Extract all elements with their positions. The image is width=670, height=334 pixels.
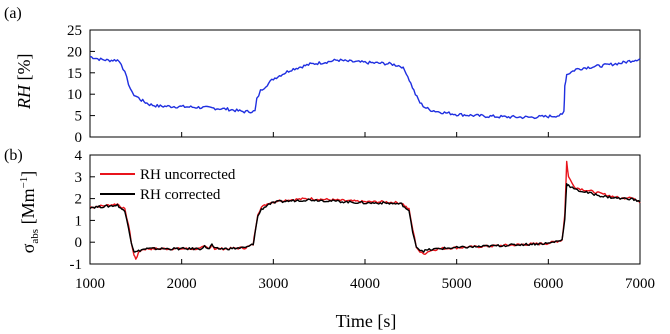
panel-a-ytick-label: 25 — [67, 23, 82, 39]
panel-b-ytick-label: 2 — [75, 192, 83, 208]
panel-b-xtick-label: 7000 — [625, 276, 655, 292]
panel-a-frame — [89, 29, 641, 138]
panel-a-ytick-label: 0 — [75, 130, 83, 146]
panel-b-xtick-label: 3000 — [258, 276, 288, 292]
panel-b-ytick-label: 3 — [75, 170, 83, 186]
panel-b-xtick-label: 1000 — [75, 276, 105, 292]
panel-b-ytick-label: 4 — [75, 148, 83, 164]
panel-a-ytick-label: 5 — [75, 109, 83, 125]
panel-a-ytick-label: 20 — [67, 44, 82, 60]
panel-b-xtick-label: 4000 — [350, 276, 380, 292]
panel-b-plot-area: -1 0 1 2 3 4 1000 2000 3000 4000 5000 6000 7000 RH un… — [70, 148, 656, 292]
panel-b-ytick-label: -1 — [70, 257, 83, 273]
panel-a-ylabel: RH [%] — [14, 54, 34, 110]
panel-a-ytick-label: 15 — [67, 66, 82, 82]
panel-b-label: (b) — [4, 147, 23, 164]
panel-a-plot-area: 0 5 10 15 20 25 — [67, 23, 641, 146]
panel-a-label: (a) — [4, 5, 22, 22]
svg-text:[%]: [%] — [14, 54, 34, 81]
panel-b-ytick-label: 0 — [75, 235, 83, 251]
panel-b-ytick-label: 1 — [75, 213, 83, 229]
legend: RH uncorrected RH corrected — [100, 167, 236, 203]
panel-b-xtick-label: 5000 — [442, 276, 472, 292]
svg-text:σabs [Mm−1]: σabs [Mm−1] — [18, 171, 41, 254]
panel-b-xtick-label: 2000 — [167, 276, 197, 292]
panel-b-series-rh-corrected — [89, 182, 641, 253]
panel-b-xlabel: Time [s] — [336, 311, 397, 331]
panel-a-series-rh — [89, 55, 641, 120]
panel-b-xtick-label: 6000 — [533, 276, 563, 292]
legend-label: RH corrected — [140, 187, 221, 203]
svg-text:RH: RH — [14, 84, 34, 110]
panel-a-ytick-label: 10 — [67, 87, 82, 103]
legend-label: RH uncorrected — [140, 167, 236, 183]
panel-b: (b) σabs [Mm−1] -1 0 1 2 3 4 1000 2000 3000 4000 5… — [4, 147, 655, 331]
panel-a: (a) RH [%] 0 5 10 15 20 25 — [4, 5, 641, 146]
panel-b-ylabel: σabs [Mm−1] — [18, 171, 41, 254]
